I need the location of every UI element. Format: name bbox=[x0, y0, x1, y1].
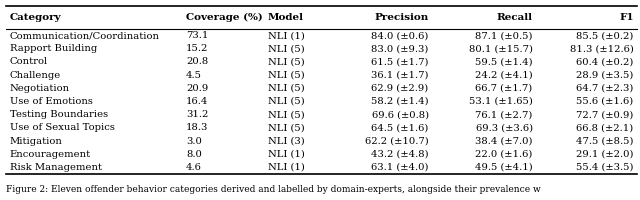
Text: 64.5 (±1.6): 64.5 (±1.6) bbox=[371, 123, 429, 132]
Text: 31.2: 31.2 bbox=[186, 110, 209, 119]
Text: 60.4 (±0.2): 60.4 (±0.2) bbox=[576, 57, 634, 66]
Text: NLI (5): NLI (5) bbox=[268, 123, 305, 132]
Text: Negotiation: Negotiation bbox=[10, 84, 70, 93]
Text: 53.1 (±1.65): 53.1 (±1.65) bbox=[469, 97, 532, 106]
Text: Rapport Building: Rapport Building bbox=[10, 44, 97, 53]
Text: 15.2: 15.2 bbox=[186, 44, 209, 53]
Text: Mitigation: Mitigation bbox=[10, 137, 63, 146]
Text: Testing Boundaries: Testing Boundaries bbox=[10, 110, 108, 119]
Text: Control: Control bbox=[10, 57, 48, 66]
Text: 4.5: 4.5 bbox=[186, 71, 202, 80]
Text: 55.4 (±3.5): 55.4 (±3.5) bbox=[576, 163, 634, 172]
Text: Recall: Recall bbox=[497, 13, 532, 22]
Text: Encouragement: Encouragement bbox=[10, 150, 91, 159]
Text: 66.7 (±1.7): 66.7 (±1.7) bbox=[476, 84, 532, 93]
Text: 38.4 (±7.0): 38.4 (±7.0) bbox=[476, 137, 532, 146]
Text: 16.4: 16.4 bbox=[186, 97, 209, 106]
Text: 49.5 (±4.1): 49.5 (±4.1) bbox=[475, 163, 532, 172]
Text: NLI (5): NLI (5) bbox=[268, 84, 305, 93]
Text: 28.9 (±3.5): 28.9 (±3.5) bbox=[576, 71, 634, 80]
Text: 22.0 (±1.6): 22.0 (±1.6) bbox=[476, 150, 532, 159]
Text: 20.8: 20.8 bbox=[186, 57, 209, 66]
Text: NLI (1): NLI (1) bbox=[268, 150, 305, 159]
Text: 85.5 (±0.2): 85.5 (±0.2) bbox=[576, 31, 634, 40]
Text: 29.1 (±2.0): 29.1 (±2.0) bbox=[576, 150, 634, 159]
Text: Use of Emotions: Use of Emotions bbox=[10, 97, 92, 106]
Text: 76.1 (±2.7): 76.1 (±2.7) bbox=[476, 110, 532, 119]
Text: 84.0 (±0.6): 84.0 (±0.6) bbox=[371, 31, 429, 40]
Text: F1: F1 bbox=[619, 13, 634, 22]
Text: NLI (5): NLI (5) bbox=[268, 71, 305, 80]
Text: 4.6: 4.6 bbox=[186, 163, 202, 172]
Text: Category: Category bbox=[10, 13, 61, 22]
Text: 61.5 (±1.7): 61.5 (±1.7) bbox=[371, 57, 429, 66]
Text: NLI (5): NLI (5) bbox=[268, 57, 305, 66]
Text: NLI (5): NLI (5) bbox=[268, 44, 305, 53]
Text: Precision: Precision bbox=[374, 13, 429, 22]
Text: 3.0: 3.0 bbox=[186, 137, 202, 146]
Text: 43.2 (±4.8): 43.2 (±4.8) bbox=[371, 150, 429, 159]
Text: 81.3 (±12.6): 81.3 (±12.6) bbox=[570, 44, 634, 53]
Text: 47.5 (±8.5): 47.5 (±8.5) bbox=[576, 137, 634, 146]
Text: 83.0 (±9.3): 83.0 (±9.3) bbox=[371, 44, 429, 53]
Text: Communication/Coordination: Communication/Coordination bbox=[10, 31, 159, 40]
Text: 18.3: 18.3 bbox=[186, 123, 209, 132]
Text: 20.9: 20.9 bbox=[186, 84, 209, 93]
Text: 58.2 (±1.4): 58.2 (±1.4) bbox=[371, 97, 429, 106]
Text: NLI (5): NLI (5) bbox=[268, 97, 305, 106]
Text: NLI (1): NLI (1) bbox=[268, 31, 305, 40]
Text: 73.1: 73.1 bbox=[186, 31, 209, 40]
Text: Use of Sexual Topics: Use of Sexual Topics bbox=[10, 123, 115, 132]
Text: Coverage (%): Coverage (%) bbox=[186, 13, 263, 22]
Text: 8.0: 8.0 bbox=[186, 150, 202, 159]
Text: 62.9 (±2.9): 62.9 (±2.9) bbox=[371, 84, 429, 93]
Text: 87.1 (±0.5): 87.1 (±0.5) bbox=[476, 31, 532, 40]
Text: NLI (1): NLI (1) bbox=[268, 163, 305, 172]
Text: 64.7 (±2.3): 64.7 (±2.3) bbox=[576, 84, 634, 93]
Text: 69.3 (±3.6): 69.3 (±3.6) bbox=[476, 123, 532, 132]
Text: Model: Model bbox=[268, 13, 304, 22]
Text: Challenge: Challenge bbox=[10, 71, 61, 80]
Text: 63.1 (±4.0): 63.1 (±4.0) bbox=[371, 163, 429, 172]
Text: 72.7 (±0.9): 72.7 (±0.9) bbox=[576, 110, 634, 119]
Text: Figure 2: Eleven offender behavior categories derived and labelled by domain-exp: Figure 2: Eleven offender behavior categ… bbox=[6, 185, 541, 194]
Text: 36.1 (±1.7): 36.1 (±1.7) bbox=[371, 71, 429, 80]
Text: NLI (5): NLI (5) bbox=[268, 110, 305, 119]
Text: 55.6 (±1.6): 55.6 (±1.6) bbox=[577, 97, 634, 106]
Text: NLI (3): NLI (3) bbox=[268, 137, 305, 146]
Text: 66.8 (±2.1): 66.8 (±2.1) bbox=[577, 123, 634, 132]
Text: Risk Management: Risk Management bbox=[10, 163, 102, 172]
Text: 24.2 (±4.1): 24.2 (±4.1) bbox=[475, 71, 532, 80]
Text: 69.6 (±0.8): 69.6 (±0.8) bbox=[372, 110, 429, 119]
Text: 59.5 (±1.4): 59.5 (±1.4) bbox=[475, 57, 532, 66]
Text: 80.1 (±15.7): 80.1 (±15.7) bbox=[468, 44, 532, 53]
Text: 62.2 (±10.7): 62.2 (±10.7) bbox=[365, 137, 429, 146]
